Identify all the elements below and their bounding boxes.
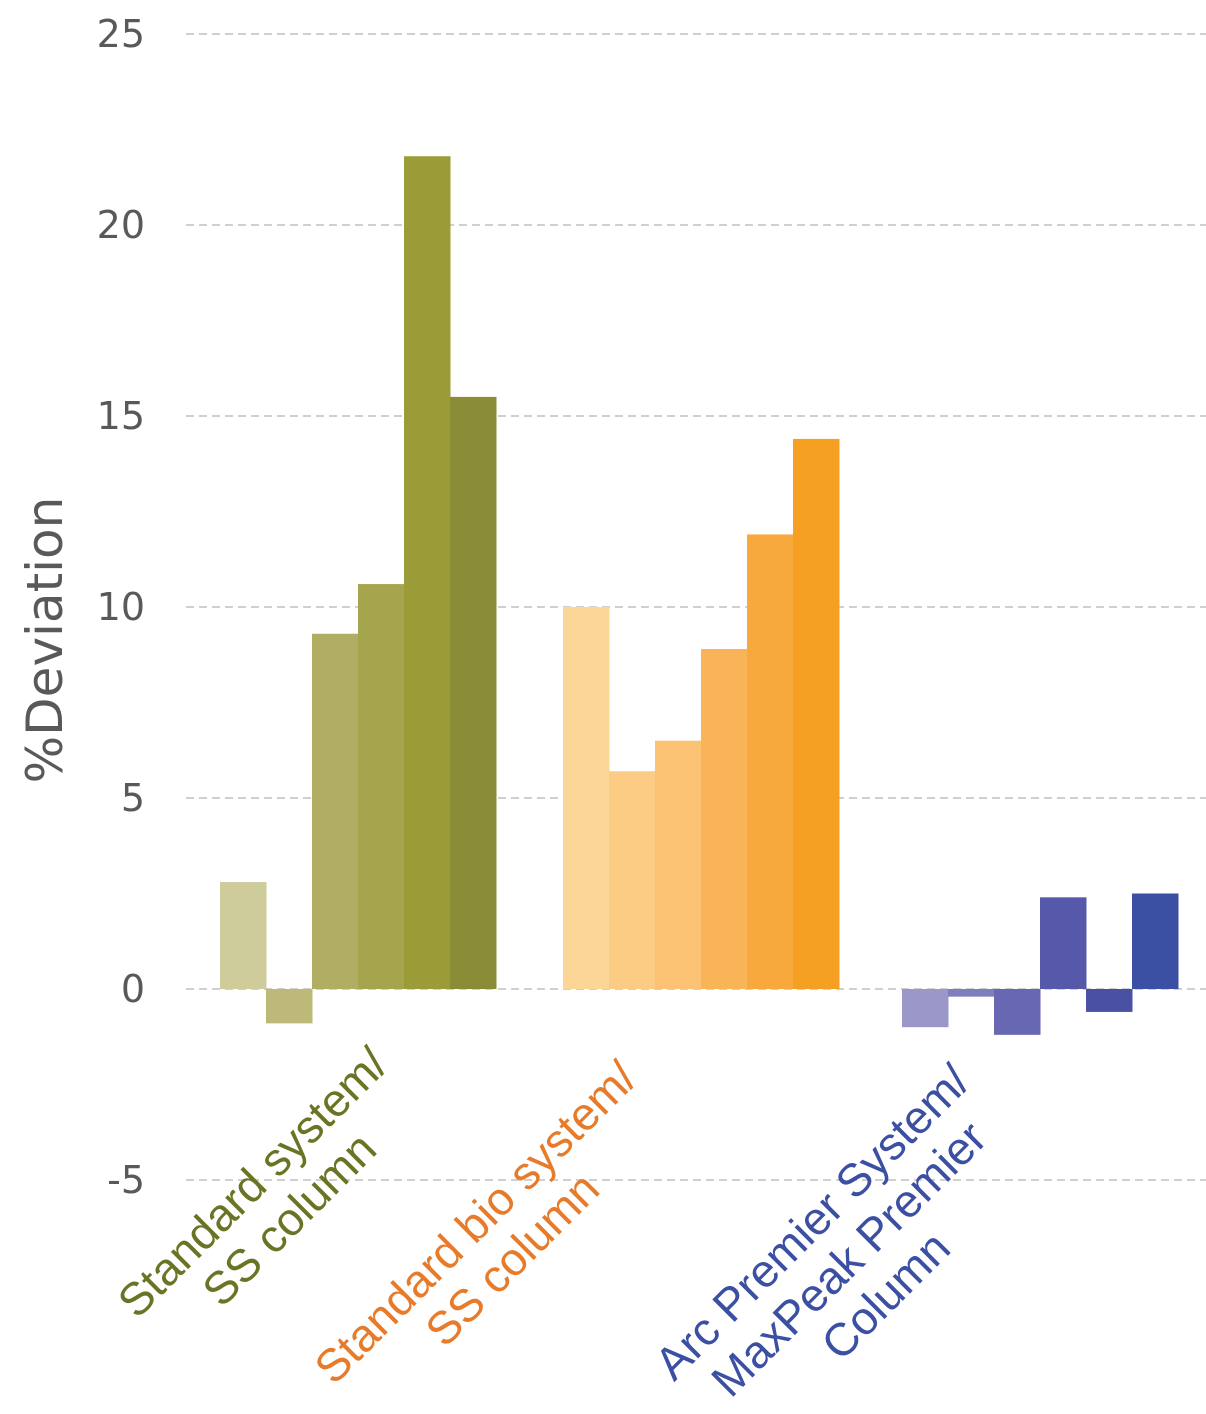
bar — [747, 534, 794, 989]
y-axis-ticks: 25 20 15 10 5 0 -5 — [97, 12, 145, 1202]
bar — [902, 989, 949, 1028]
y-tick-label: -5 — [107, 1158, 145, 1202]
bar — [1086, 989, 1133, 1012]
y-tick-label: 20 — [97, 203, 145, 247]
y-tick-label: 0 — [121, 967, 145, 1011]
category-label-line: Arc Premier System/ — [644, 1054, 979, 1389]
y-tick-label: 25 — [97, 12, 145, 56]
bar — [701, 649, 748, 989]
y-tick-label: 5 — [121, 776, 145, 820]
bar — [266, 989, 313, 1024]
bar — [358, 584, 405, 989]
bar — [404, 156, 451, 990]
bar — [563, 607, 610, 989]
bar — [609, 771, 656, 989]
bar — [948, 989, 995, 997]
y-tick-label: 15 — [97, 394, 145, 438]
y-axis-title: %Deviation — [16, 497, 74, 784]
bar — [655, 740, 702, 989]
bar — [1040, 897, 1087, 989]
bar — [450, 396, 497, 989]
bar — [994, 989, 1041, 1035]
category-label: Arc Premier System/MaxPeak PremierColumn — [644, 1054, 1053, 1414]
bar — [312, 633, 359, 989]
y-tick-label: 10 — [97, 585, 145, 629]
gridlines — [186, 33, 1206, 1181]
bars — [220, 156, 1179, 1035]
bar — [1132, 893, 1179, 989]
bar — [793, 438, 840, 989]
bar — [220, 882, 267, 989]
